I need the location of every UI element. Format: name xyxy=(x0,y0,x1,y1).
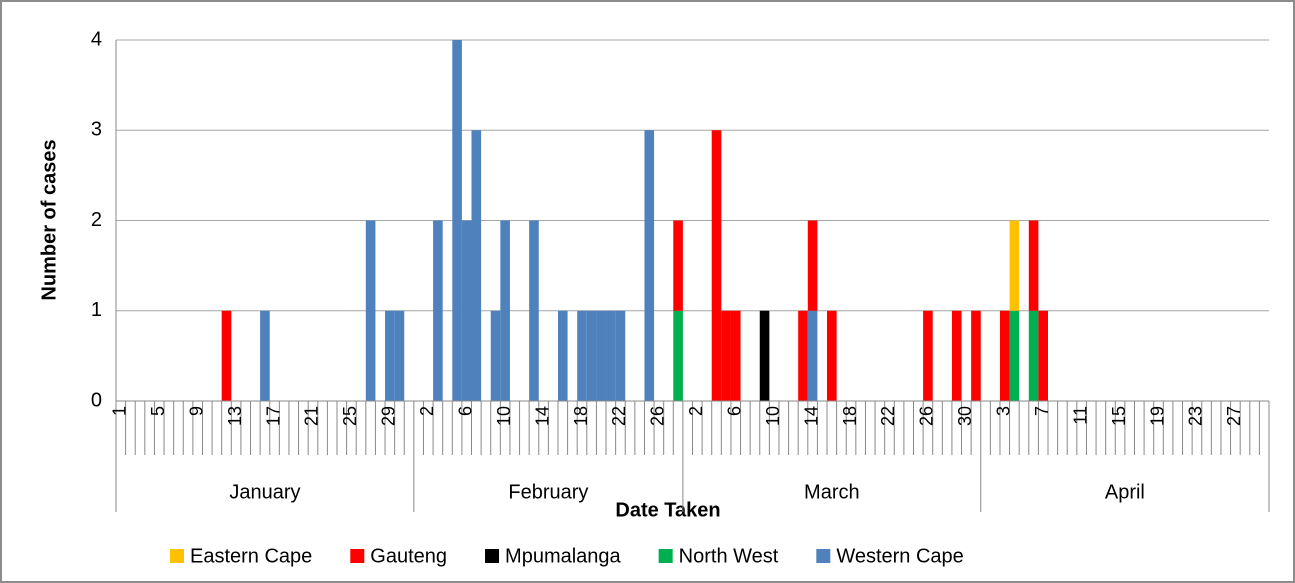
x-tick-label: 25 xyxy=(340,406,360,426)
x-tick-label: 5 xyxy=(148,406,168,416)
bar xyxy=(721,310,731,401)
x-tick-label: 27 xyxy=(1224,406,1244,426)
x-tick-label: 10 xyxy=(494,406,514,426)
x-tick-label: 11 xyxy=(1070,406,1090,425)
y-tick-label: 0 xyxy=(91,389,102,411)
bar xyxy=(1009,220,1020,311)
bar xyxy=(577,310,587,401)
legend-label: Mpumalanga xyxy=(505,545,622,567)
x-tick-label: 2 xyxy=(417,406,437,416)
legend-label: North West xyxy=(679,545,779,567)
x-tick-label: 29 xyxy=(379,406,399,426)
bar xyxy=(807,220,818,311)
x-tick-label: 13 xyxy=(225,406,245,426)
bar xyxy=(827,310,837,401)
bar xyxy=(759,310,770,401)
bar xyxy=(385,310,395,401)
bar xyxy=(999,310,1010,401)
bar xyxy=(596,310,607,401)
x-tick-label: 17 xyxy=(263,406,283,426)
legend-swatch xyxy=(816,549,831,563)
legend-swatch xyxy=(658,549,673,563)
month-label: February xyxy=(508,481,588,503)
legend-label: Western Cape xyxy=(836,545,963,567)
x-tick-label: 26 xyxy=(917,406,937,426)
bar xyxy=(529,220,539,401)
bar xyxy=(1028,220,1039,311)
x-tick-label: 19 xyxy=(1147,406,1167,426)
bar xyxy=(471,130,482,401)
bar xyxy=(1038,310,1049,401)
bar xyxy=(221,310,232,401)
x-tick-label: 26 xyxy=(648,406,668,426)
x-tick-label: 18 xyxy=(571,406,591,426)
x-tick-label: 10 xyxy=(763,406,783,426)
bar xyxy=(433,220,443,401)
bar xyxy=(1028,310,1039,401)
bar xyxy=(730,310,741,401)
x-tick-label: 3 xyxy=(994,406,1014,416)
legend-swatch xyxy=(350,549,365,563)
y-tick-label: 1 xyxy=(91,299,102,321)
legend-label: Gauteng xyxy=(370,545,447,567)
month-label: January xyxy=(229,481,300,503)
bar xyxy=(586,310,597,401)
x-tick-label: 2 xyxy=(686,406,706,416)
bar xyxy=(490,310,501,401)
y-tick-label: 4 xyxy=(91,28,102,50)
bar xyxy=(500,220,510,401)
x-tick-label: 22 xyxy=(609,406,629,426)
x-tick-label: 30 xyxy=(955,406,975,426)
x-tick-label: 6 xyxy=(724,406,744,416)
bar xyxy=(260,310,270,401)
bar xyxy=(452,40,462,401)
bar xyxy=(673,220,683,311)
bar xyxy=(711,130,722,401)
legend-swatch xyxy=(485,549,500,563)
x-tick-label: 14 xyxy=(801,406,821,426)
y-tick-label: 3 xyxy=(91,119,102,141)
month-label: March xyxy=(804,481,860,503)
bar xyxy=(1009,310,1020,401)
x-tick-label: 9 xyxy=(186,406,206,416)
bar xyxy=(365,220,376,401)
x-tick-label: 14 xyxy=(532,406,552,426)
y-axis-title: Number of cases xyxy=(38,139,60,300)
x-tick-label: 6 xyxy=(455,406,475,416)
bar xyxy=(394,310,405,401)
bar xyxy=(615,310,626,401)
x-tick-label: 15 xyxy=(1109,406,1129,426)
bar xyxy=(971,310,981,401)
legend-swatch xyxy=(170,549,184,563)
bar xyxy=(606,310,616,401)
bar xyxy=(644,130,655,401)
bar xyxy=(807,310,818,401)
x-tick-label: 18 xyxy=(840,406,860,426)
bar xyxy=(557,310,568,401)
x-tick-label: 23 xyxy=(1186,406,1206,426)
x-tick-label: 21 xyxy=(302,406,322,426)
month-label: April xyxy=(1105,481,1145,503)
x-tick-label: 22 xyxy=(878,406,898,426)
bar xyxy=(673,310,683,401)
legend-label: Eastern Cape xyxy=(190,545,312,567)
bar xyxy=(951,310,962,401)
x-axis-title: Date Taken xyxy=(615,499,720,521)
bar xyxy=(798,310,808,401)
x-tick-label: 7 xyxy=(1032,406,1052,416)
x-tick-label: 1 xyxy=(110,406,130,416)
bar xyxy=(923,310,933,401)
bar xyxy=(461,220,472,401)
y-tick-label: 2 xyxy=(91,209,102,231)
